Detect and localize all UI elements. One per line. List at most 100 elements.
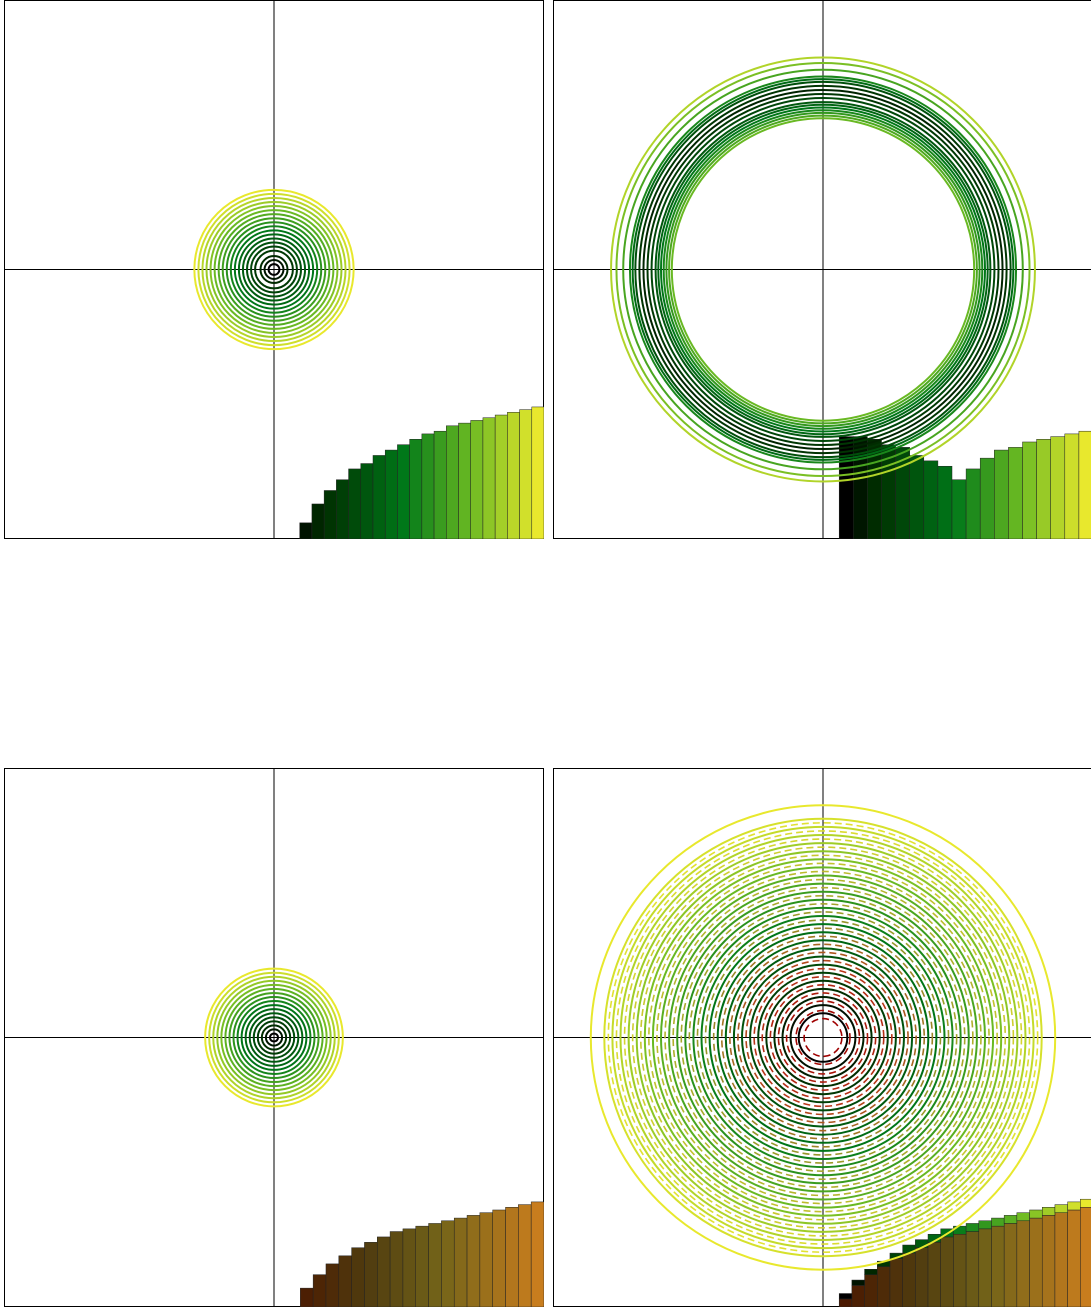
bar-5: [348, 468, 362, 539]
bar-19: [530, 1201, 544, 1307]
bar-14: [458, 422, 471, 539]
circle-6: [244, 1008, 304, 1067]
bar-4: [336, 479, 349, 539]
circle-12: [631, 78, 1015, 461]
bar-6: [364, 1242, 378, 1307]
circle-9: [232, 996, 316, 1079]
circle-8: [233, 229, 315, 310]
circle-4: [660, 106, 986, 433]
circle-8: [732, 947, 914, 1128]
bar-14: [1016, 1220, 1030, 1307]
circle-16: [204, 967, 344, 1108]
circle-22: [619, 834, 1027, 1241]
bar-16: [492, 1209, 506, 1307]
bar-5: [351, 1247, 365, 1307]
dashed-circle-15: [680, 894, 966, 1181]
bar-11: [994, 449, 1009, 539]
circle-14: [622, 68, 1024, 471]
bar-11: [428, 1223, 442, 1307]
bar-9: [965, 468, 981, 539]
circle-13: [628, 75, 1018, 464]
bar-0: [838, 1298, 853, 1307]
circle-10: [716, 931, 930, 1144]
circle-5: [248, 1012, 300, 1063]
bar-8: [951, 479, 967, 539]
bar-16: [1064, 433, 1080, 539]
bar-5: [902, 1252, 916, 1307]
circle-7: [741, 955, 905, 1120]
dashed-circle-16: [672, 886, 974, 1189]
bar-15: [1050, 436, 1066, 539]
chart-panel-top-right: [553, 0, 1091, 539]
bar-8: [389, 1231, 404, 1307]
dashed-circle-17: [664, 878, 982, 1197]
bar-17: [505, 1207, 519, 1307]
bar-7: [372, 455, 386, 539]
circle-10: [638, 84, 1008, 455]
circle-21: [627, 842, 1019, 1233]
circle-2: [781, 996, 865, 1079]
circle-4: [765, 979, 881, 1096]
circle-5: [757, 971, 889, 1104]
overlay-bar-16: [1041, 1207, 1056, 1216]
bar-6: [360, 463, 374, 539]
circle-15: [205, 201, 343, 338]
dashed-circle-20: [639, 854, 1007, 1221]
bar-17: [1078, 430, 1091, 539]
dashed-circle-6: [753, 967, 893, 1108]
circle-8: [236, 1000, 312, 1075]
bar-1: [851, 1285, 865, 1307]
bar-18: [507, 412, 520, 539]
bar-7: [377, 1236, 391, 1307]
bar-10: [415, 1225, 429, 1307]
bar-13: [1003, 1223, 1018, 1307]
dashed-circle-2: [785, 1000, 861, 1075]
circle-0: [670, 117, 976, 422]
circle-16: [610, 56, 1036, 483]
circle-12: [220, 983, 328, 1092]
bar-10: [979, 457, 995, 539]
dashed-circle-19: [648, 862, 998, 1213]
circle-10: [228, 991, 320, 1084]
dashed-circle-24: [607, 822, 1039, 1253]
bar-16: [1041, 1215, 1056, 1307]
bar-7: [927, 1242, 941, 1307]
dashed-circle-21: [631, 846, 1015, 1229]
bar-19: [519, 409, 533, 539]
circle-1: [264, 1028, 284, 1047]
circle-6: [654, 101, 992, 438]
bar-7: [937, 465, 953, 539]
circle-1: [789, 1004, 857, 1071]
bar-13: [446, 425, 459, 539]
dashed-circle-13: [696, 911, 950, 1164]
bar-16: [482, 417, 496, 539]
dashed-circle-9: [729, 943, 917, 1132]
dashed-circle-23: [615, 830, 1031, 1245]
bar-15: [479, 1212, 493, 1307]
bar-13: [453, 1217, 468, 1307]
circle-1: [263, 259, 285, 280]
bar-10: [409, 439, 423, 539]
bar-17: [494, 414, 508, 539]
circle-13: [216, 979, 332, 1096]
overlay-bar-18: [1067, 1201, 1081, 1211]
circle-0: [797, 1012, 849, 1063]
bar-3: [323, 490, 337, 539]
bar-20: [531, 406, 544, 539]
circle-5: [657, 103, 989, 436]
chart-panel-top-left: [4, 0, 544, 539]
circle-18: [651, 866, 995, 1209]
bar-12: [441, 1220, 455, 1307]
overlay-bar-1: [851, 1279, 865, 1286]
overlay-bar-17: [1054, 1204, 1068, 1213]
dashed-circle-4: [769, 984, 877, 1091]
dashed-circle-14: [688, 903, 958, 1172]
overlay-bar-14: [1016, 1212, 1030, 1222]
dashed-circle-1: [795, 1009, 851, 1066]
bar-6: [923, 460, 939, 539]
bar-5: [909, 455, 925, 539]
circle-20: [635, 850, 1011, 1225]
bar-9: [953, 1233, 967, 1307]
bar-17: [1054, 1212, 1068, 1307]
bar-11: [421, 433, 435, 539]
